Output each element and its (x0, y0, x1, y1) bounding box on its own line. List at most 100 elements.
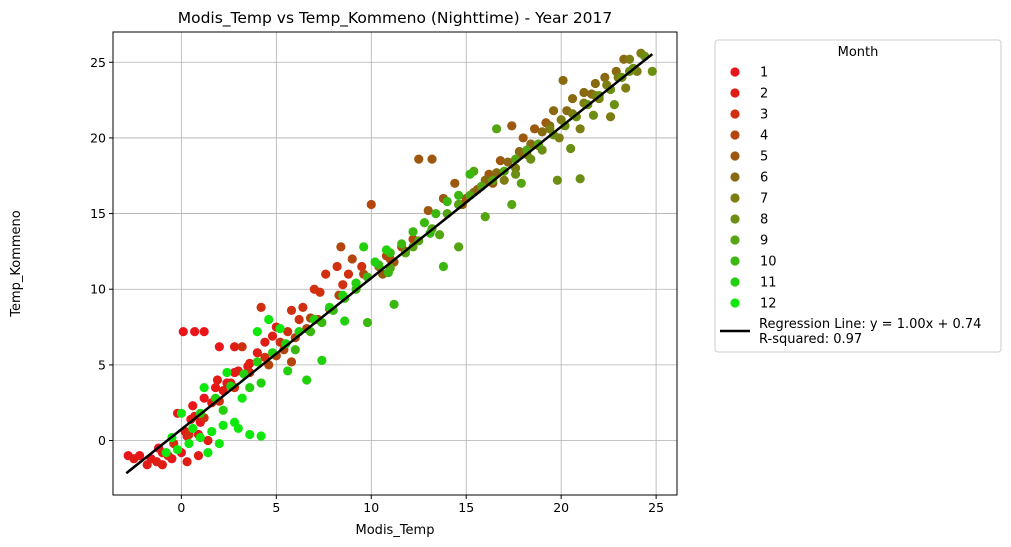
data-point (178, 326, 188, 337)
data-point (317, 355, 327, 365)
data-point (408, 242, 418, 252)
data-point (212, 375, 223, 385)
data-point (491, 124, 502, 134)
data-point (290, 345, 300, 355)
data-point (503, 157, 513, 167)
data-point (516, 178, 526, 188)
y-tick-label: 15 (90, 206, 106, 221)
chart-title: Modis_Temp vs Temp_Kommeno (Nighttime) -… (178, 9, 613, 28)
data-point (537, 127, 547, 137)
data-point (207, 426, 217, 437)
data-point (400, 248, 411, 258)
data-point (214, 342, 224, 352)
data-point (514, 146, 524, 157)
data-point (199, 326, 209, 337)
data-point (286, 305, 297, 316)
data-point (454, 242, 464, 252)
data-point (397, 239, 407, 249)
data-point (315, 287, 325, 297)
data-point (336, 242, 346, 252)
legend-label: 7 (760, 192, 768, 207)
data-point (590, 78, 600, 89)
x-tick-label: 15 (458, 500, 474, 515)
data-point (347, 254, 357, 264)
legend-frame (714, 39, 1002, 353)
data-point (343, 269, 354, 279)
data-point (340, 316, 350, 326)
data-point (647, 66, 657, 76)
data-point (237, 393, 247, 403)
data-point (256, 431, 266, 441)
data-point (252, 357, 262, 367)
data-point (222, 367, 232, 378)
x-tick-label: 10 (363, 500, 379, 515)
data-point (256, 302, 266, 312)
data-point (264, 314, 274, 325)
legend-label: 2 (760, 87, 768, 102)
y-axis-label: Temp_Kommeno (9, 210, 24, 318)
series-month-2 (129, 322, 281, 470)
data-point (518, 133, 528, 143)
legend-marker (730, 88, 740, 98)
legend-label: 9 (760, 234, 768, 249)
legend-title: Month (838, 45, 879, 60)
legend-item: 10 (730, 255, 777, 270)
legend-item: 3 (730, 108, 768, 123)
data-point (190, 326, 200, 337)
legend-marker (730, 193, 740, 203)
data-point (286, 357, 297, 367)
data-point (588, 110, 599, 120)
data-point (383, 267, 393, 278)
data-point (267, 331, 278, 341)
data-point (252, 326, 262, 337)
data-point (332, 261, 342, 272)
data-point (233, 423, 243, 434)
data-point (157, 460, 167, 470)
regression-layer (125, 53, 654, 475)
legend-label: 1 (760, 66, 768, 81)
data-point (566, 143, 576, 154)
data-point (184, 438, 194, 449)
legend-rsquared-label: R-squared: 0.97 (759, 332, 862, 347)
legend-marker (730, 151, 740, 161)
data-point (507, 121, 517, 131)
legend-regression-label: Regression Line: y = 1.00x + 0.74 (759, 317, 981, 332)
data-point (507, 199, 517, 210)
data-point (529, 124, 540, 134)
data-point (558, 75, 568, 86)
data-point (442, 196, 452, 207)
legend-label: 3 (760, 108, 768, 123)
data-point (294, 314, 304, 325)
data-point (621, 83, 631, 93)
legend-item: 7 (730, 192, 768, 207)
y-tick-label: 25 (90, 55, 106, 70)
x-tick-label: 0 (177, 500, 185, 515)
data-point (495, 156, 505, 166)
y-tick-label: 20 (90, 130, 106, 145)
data-point (414, 154, 424, 164)
data-point (275, 323, 285, 334)
legend-label: 10 (760, 255, 777, 270)
legend-marker (730, 67, 740, 77)
legend-label: 6 (760, 171, 768, 186)
data-point (454, 190, 464, 201)
data-point (229, 342, 240, 352)
plot-frame (112, 31, 678, 496)
legend-item: 5 (730, 150, 768, 165)
series-month-11 (195, 242, 392, 418)
legend-item: 6 (730, 171, 768, 186)
y-tick-label: 5 (98, 357, 106, 372)
series-month-10 (290, 169, 475, 355)
data-point (298, 302, 308, 312)
data-point (552, 175, 562, 185)
legend-label: 12 (760, 297, 777, 312)
data-point (465, 169, 475, 179)
data-point (425, 228, 435, 238)
data-point (526, 154, 536, 164)
data-point (575, 124, 585, 134)
data-point (408, 227, 418, 237)
data-point (172, 445, 183, 455)
legend-marker (730, 277, 740, 287)
data-point (605, 112, 616, 122)
